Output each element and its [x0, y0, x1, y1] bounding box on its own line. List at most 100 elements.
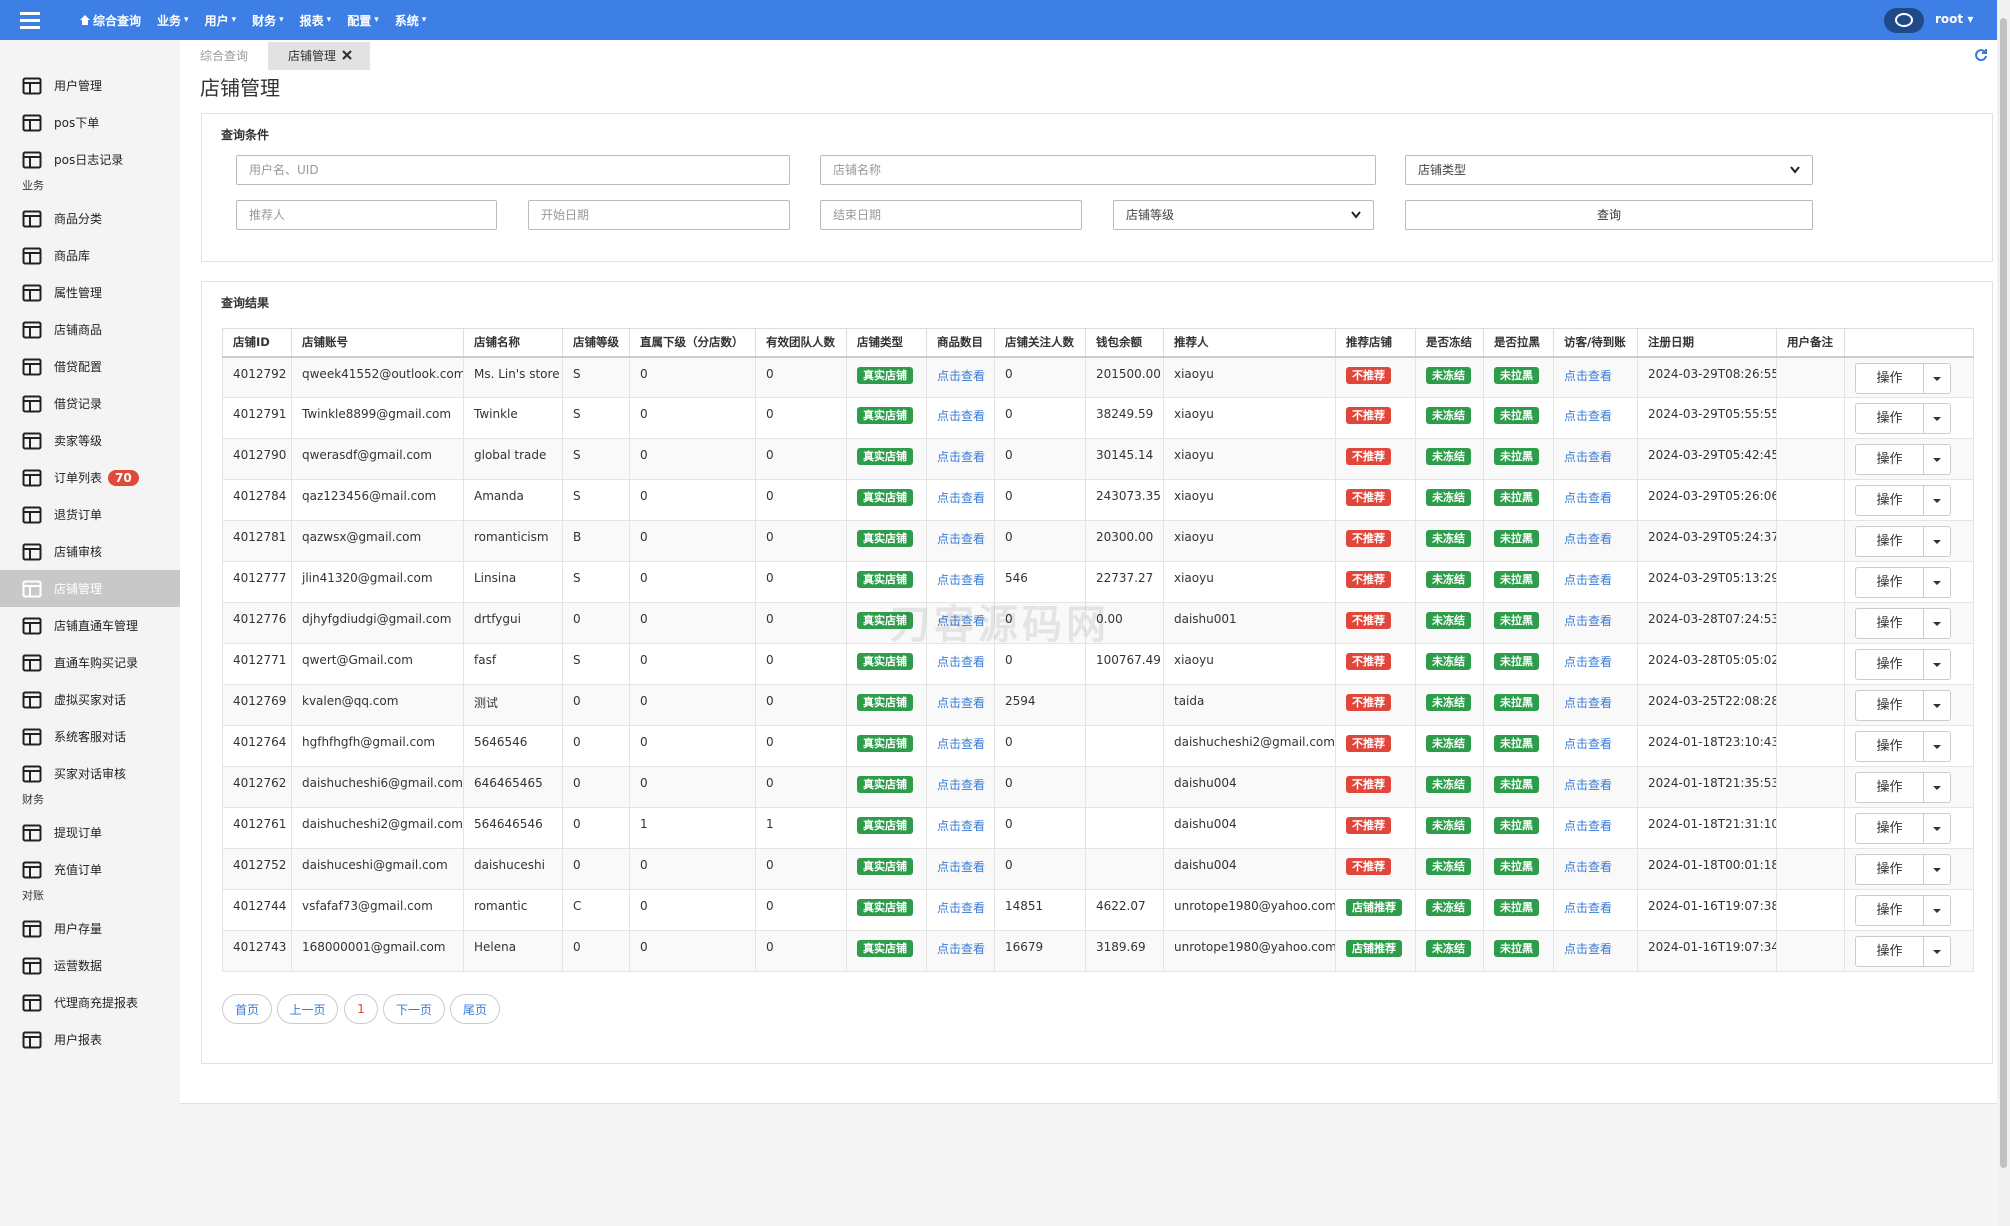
select-field[interactable]: 店铺等级 [1113, 200, 1374, 230]
action-dropdown[interactable]: 操作 [1855, 936, 1951, 967]
link[interactable]: 点击查看 [937, 573, 986, 587]
nav-item[interactable]: 用户 ▾ [204, 13, 237, 28]
link[interactable]: 点击查看 [937, 942, 986, 956]
link[interactable]: 点击查看 [937, 450, 986, 464]
sidebar-item[interactable]: 借贷记录 [0, 385, 180, 422]
sidebar-item[interactable]: 运营数据 [0, 947, 180, 984]
link[interactable]: 点击查看 [1564, 942, 1613, 956]
link[interactable]: 点击查看 [937, 901, 986, 915]
sidebar-item[interactable]: 用户管理 [0, 67, 180, 104]
action-dropdown[interactable]: 操作 [1855, 731, 1951, 762]
input-field[interactable]: 店铺名称 [820, 155, 1376, 185]
sidebar-item[interactable]: 属性管理 [0, 274, 180, 311]
link[interactable]: 点击查看 [937, 778, 986, 792]
link[interactable]: 点击查看 [1564, 491, 1613, 505]
select-field[interactable]: 店铺类型 [1405, 155, 1813, 185]
sidebar-item[interactable]: 借贷配置 [0, 348, 180, 385]
sidebar-item[interactable]: 用户报表 [0, 1021, 180, 1058]
sidebar-item[interactable]: 店铺审核 [0, 533, 180, 570]
nav-item[interactable]: 系统 ▾ [394, 13, 427, 28]
sidebar-item[interactable]: 卖家等级 [0, 422, 180, 459]
action-dropdown[interactable]: 操作 [1855, 772, 1951, 803]
sidebar-item[interactable]: pos日志记录 [0, 141, 180, 178]
action-dropdown[interactable]: 操作 [1855, 567, 1951, 598]
action-dropdown[interactable]: 操作 [1855, 813, 1951, 844]
link[interactable]: 点击查看 [937, 860, 986, 874]
nav-item[interactable]: 业务 ▾ [157, 13, 189, 28]
link[interactable]: 点击查看 [1564, 696, 1613, 710]
user-menu[interactable]: root ▾ [1935, 12, 1974, 26]
link[interactable]: 点击查看 [1564, 778, 1613, 792]
page-button[interactable]: 尾页 [450, 994, 500, 1024]
action-dropdown[interactable]: 操作 [1855, 526, 1951, 557]
sidebar-item[interactable]: 系统客服对话 [0, 718, 180, 755]
action-dropdown[interactable]: 操作 [1855, 608, 1951, 639]
page-button[interactable]: 首页 [222, 994, 272, 1024]
sidebar-item[interactable]: 订单列表 70 [0, 459, 180, 496]
input-field[interactable]: 结束日期 [820, 200, 1082, 230]
link[interactable]: 点击查看 [1564, 655, 1613, 669]
link[interactable]: 点击查看 [1564, 737, 1613, 751]
action-dropdown[interactable]: 操作 [1855, 854, 1951, 885]
link[interactable]: 点击查看 [1564, 860, 1613, 874]
table-cell [1776, 520, 1845, 562]
sidebar-item[interactable]: pos下单 [0, 104, 180, 141]
link[interactable]: 点击查看 [1564, 368, 1613, 383]
chat-button[interactable] [1884, 8, 1924, 33]
action-dropdown[interactable]: 操作 [1855, 362, 1951, 394]
link[interactable]: 点击查看 [937, 696, 986, 710]
nav-item[interactable]: 综合查询 [80, 12, 141, 29]
link[interactable]: 点击查看 [937, 532, 986, 546]
sidebar-item[interactable]: 买家对话审核 [0, 755, 180, 792]
action-dropdown[interactable]: 操作 [1855, 403, 1951, 434]
search-button[interactable]: 查询 [1405, 200, 1813, 230]
sidebar-item[interactable]: 商品库 [0, 237, 180, 274]
action-dropdown[interactable]: 操作 [1855, 690, 1951, 721]
sidebar-item[interactable]: 代理商充提报表 [0, 984, 180, 1021]
nav-item[interactable]: 配置 ▾ [347, 13, 379, 28]
link[interactable]: 点击查看 [937, 819, 986, 833]
action-dropdown[interactable]: 操作 [1855, 485, 1951, 516]
sidebar-item[interactable]: 店铺直通车管理 [0, 607, 180, 644]
sidebar-item[interactable]: 提现订单 [0, 814, 180, 851]
sidebar-item[interactable]: 充值订单 [0, 851, 180, 888]
link[interactable]: 点击查看 [1564, 614, 1613, 628]
link[interactable]: 点击查看 [937, 655, 986, 669]
link[interactable]: 点击查看 [1564, 532, 1613, 546]
tab[interactable]: 综合查询 [200, 49, 249, 63]
sidebar-item[interactable]: 店铺管理 [0, 570, 180, 607]
sidebar-item[interactable]: 用户存量 [0, 910, 180, 947]
sidebar-item[interactable]: 直通车购买记录 [0, 644, 180, 681]
link[interactable]: 点击查看 [1564, 819, 1613, 833]
sidebar-item[interactable]: 退货订单 [0, 496, 180, 533]
link[interactable]: 点击查看 [1564, 573, 1613, 587]
input-field[interactable]: 推荐人 [236, 200, 497, 230]
link[interactable]: 点击查看 [1564, 901, 1613, 915]
menu-toggle[interactable] [20, 10, 42, 30]
input-field[interactable]: 开始日期 [528, 200, 790, 230]
input-field[interactable]: 用户名、UID [236, 155, 790, 185]
refresh[interactable] [1974, 48, 1988, 62]
action-dropdown[interactable]: 操作 [1855, 444, 1951, 475]
sidebar-item[interactable]: 商品分类 [0, 200, 180, 237]
link[interactable]: 点击查看 [937, 614, 986, 628]
link[interactable]: 点击查看 [937, 491, 986, 505]
link[interactable]: 点击查看 [937, 368, 986, 383]
tab-active[interactable]: 店铺管理 [268, 42, 370, 70]
nav-item[interactable]: 报表 ▾ [299, 13, 332, 28]
page-button[interactable]: 1 [344, 994, 378, 1024]
link[interactable]: 点击查看 [1564, 409, 1613, 423]
nav-item[interactable]: 财务 ▾ [252, 13, 284, 28]
table-cell [1776, 643, 1845, 685]
sidebar-item[interactable]: 店铺商品 [0, 311, 180, 348]
link[interactable]: 点击查看 [937, 409, 986, 423]
scrollbar[interactable] [1997, 0, 2010, 1226]
page-button[interactable]: 上一页 [277, 994, 338, 1024]
table-cell: 4012776 [222, 602, 292, 644]
sidebar-item[interactable]: 虚拟买家对话 [0, 681, 180, 718]
link[interactable]: 点击查看 [1564, 450, 1613, 464]
action-dropdown[interactable]: 操作 [1855, 895, 1951, 926]
link[interactable]: 点击查看 [937, 737, 986, 751]
action-dropdown[interactable]: 操作 [1855, 649, 1951, 680]
page-button[interactable]: 下一页 [383, 994, 445, 1024]
